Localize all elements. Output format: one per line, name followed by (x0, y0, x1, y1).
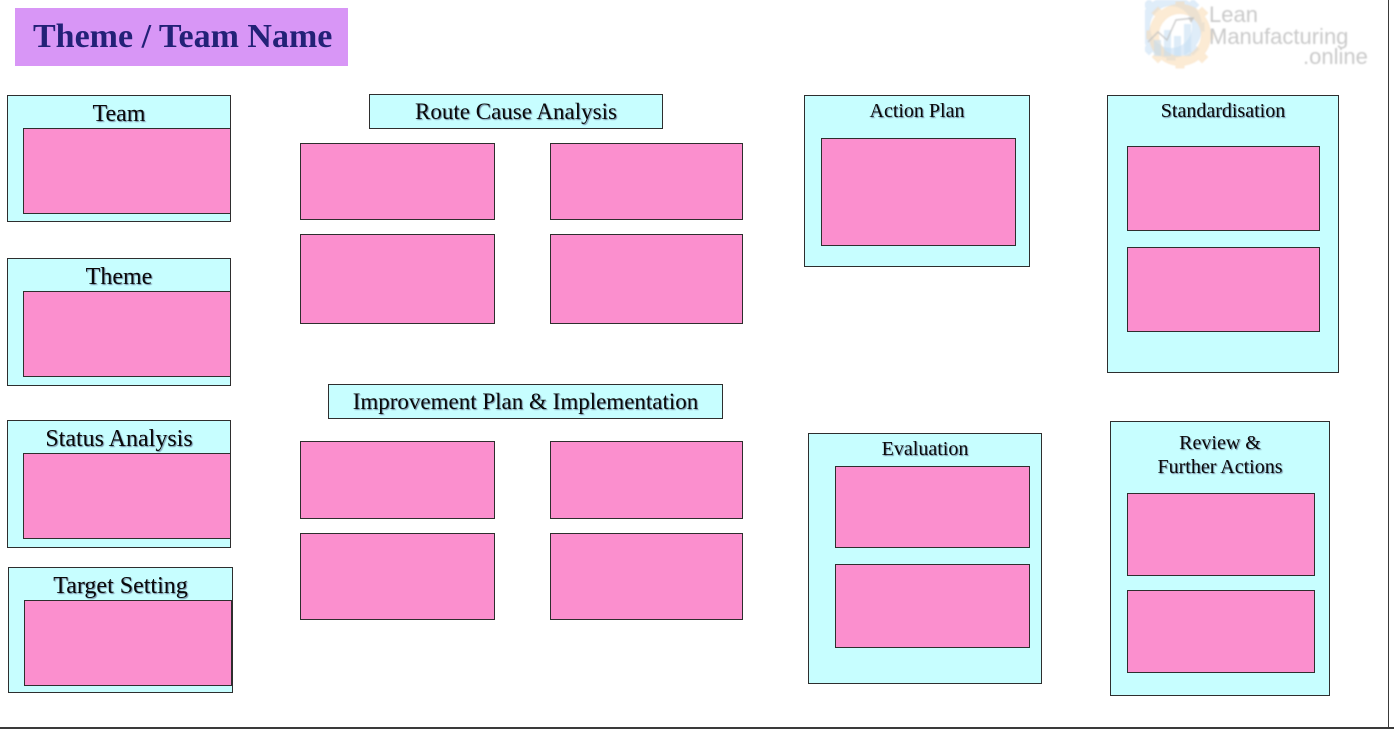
svg-text:.online: .online (1303, 44, 1368, 69)
